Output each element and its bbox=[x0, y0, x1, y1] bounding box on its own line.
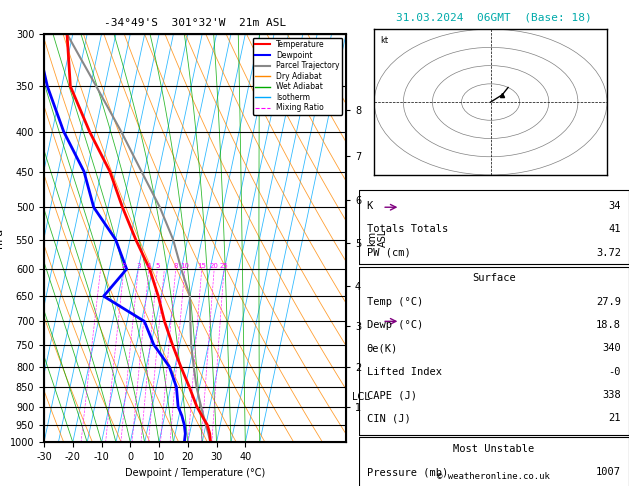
Parcel Trajectory bbox=[177, 266, 185, 272]
Text: 1007: 1007 bbox=[596, 468, 621, 477]
Dewpoint bbox=[140, 318, 148, 324]
Parcel Trajectory bbox=[169, 237, 177, 243]
Parcel Trajectory bbox=[187, 342, 195, 347]
Title: -34°49'S  301°32'W  21m ASL: -34°49'S 301°32'W 21m ASL bbox=[104, 17, 286, 28]
Temperature bbox=[86, 129, 93, 135]
Dewpoint bbox=[90, 204, 97, 210]
Text: 338: 338 bbox=[602, 390, 621, 400]
Dewpoint bbox=[182, 431, 189, 436]
Temperature bbox=[146, 266, 153, 272]
Temperature bbox=[177, 364, 184, 369]
Line: Parcel Trajectory: Parcel Trajectory bbox=[67, 34, 211, 442]
Text: 3: 3 bbox=[136, 263, 140, 269]
Text: Totals Totals: Totals Totals bbox=[367, 224, 448, 234]
Dewpoint bbox=[150, 342, 157, 347]
Line: Temperature: Temperature bbox=[67, 34, 211, 442]
Text: Lifted Index: Lifted Index bbox=[367, 367, 442, 377]
Text: kt: kt bbox=[380, 36, 388, 46]
Text: Most Unstable: Most Unstable bbox=[453, 444, 535, 454]
Text: Temp (°C): Temp (°C) bbox=[367, 297, 423, 307]
Text: Surface: Surface bbox=[472, 274, 516, 283]
Dewpoint bbox=[31, 31, 39, 37]
Text: © weatheronline.co.uk: © weatheronline.co.uk bbox=[437, 472, 550, 481]
Dewpoint bbox=[173, 384, 181, 390]
Text: 21: 21 bbox=[608, 414, 621, 423]
Text: CAPE (J): CAPE (J) bbox=[367, 390, 416, 400]
Parcel Trajectory bbox=[202, 422, 209, 428]
Text: 15: 15 bbox=[198, 263, 206, 269]
Y-axis label: hPa: hPa bbox=[0, 228, 4, 248]
Text: LCL: LCL bbox=[352, 392, 370, 402]
Dewpoint bbox=[181, 439, 188, 445]
Dewpoint bbox=[178, 413, 186, 419]
Temperature bbox=[67, 84, 74, 89]
Text: Dewp (°C): Dewp (°C) bbox=[367, 320, 423, 330]
Temperature bbox=[206, 431, 213, 436]
Temperature bbox=[64, 31, 71, 37]
Parcel Trajectory bbox=[190, 364, 198, 369]
Dewpoint bbox=[60, 129, 67, 135]
Text: 20: 20 bbox=[209, 263, 219, 269]
Parcel Trajectory bbox=[195, 394, 203, 400]
Temperature bbox=[198, 413, 206, 419]
Temperature bbox=[119, 204, 126, 210]
Parcel Trajectory bbox=[64, 31, 71, 37]
Dewpoint bbox=[100, 293, 108, 299]
Parcel Trajectory bbox=[187, 318, 194, 324]
Text: 41: 41 bbox=[608, 224, 621, 234]
Parcel Trajectory bbox=[156, 204, 164, 210]
Temperature bbox=[207, 439, 214, 445]
Parcel Trajectory bbox=[138, 169, 145, 174]
Temperature bbox=[106, 169, 114, 174]
Text: 3.72: 3.72 bbox=[596, 247, 621, 258]
Dewpoint bbox=[165, 364, 173, 369]
Text: 27.9: 27.9 bbox=[596, 297, 621, 307]
Dewpoint bbox=[112, 237, 120, 243]
Text: 25: 25 bbox=[220, 263, 228, 269]
Text: 5: 5 bbox=[155, 263, 160, 269]
Dewpoint bbox=[81, 169, 88, 174]
Parcel Trajectory bbox=[92, 84, 100, 89]
Text: 340: 340 bbox=[602, 344, 621, 353]
Parcel Trajectory bbox=[186, 293, 194, 299]
Parcel Trajectory bbox=[193, 384, 201, 390]
Line: Dewpoint: Dewpoint bbox=[35, 34, 186, 442]
Temperature bbox=[155, 293, 162, 299]
Legend: Temperature, Dewpoint, Parcel Trajectory, Dry Adiabat, Wet Adiabat, Isotherm, Mi: Temperature, Dewpoint, Parcel Trajectory… bbox=[253, 38, 342, 115]
Dewpoint bbox=[181, 422, 188, 428]
Text: 10: 10 bbox=[181, 263, 189, 269]
Dewpoint bbox=[123, 266, 130, 272]
Dewpoint bbox=[174, 403, 182, 409]
Text: 2: 2 bbox=[121, 263, 126, 269]
Temperature bbox=[193, 403, 201, 409]
Temperature bbox=[204, 422, 211, 428]
Parcel Trajectory bbox=[199, 413, 207, 419]
Temperature bbox=[186, 384, 193, 390]
Text: CIN (J): CIN (J) bbox=[367, 414, 410, 423]
Text: 4: 4 bbox=[147, 263, 151, 269]
Parcel Trajectory bbox=[198, 403, 205, 409]
Parcel Trajectory bbox=[207, 439, 214, 445]
Text: 8: 8 bbox=[174, 263, 178, 269]
Text: K: K bbox=[367, 201, 373, 211]
Temperature bbox=[160, 318, 168, 324]
Text: 31.03.2024  06GMT  (Base: 18): 31.03.2024 06GMT (Base: 18) bbox=[396, 12, 592, 22]
Text: -0: -0 bbox=[608, 367, 621, 377]
Y-axis label: km
ASL: km ASL bbox=[367, 229, 388, 247]
Parcel Trajectory bbox=[118, 129, 125, 135]
Text: Pressure (mb): Pressure (mb) bbox=[367, 468, 448, 477]
Temperature bbox=[169, 342, 176, 347]
Dewpoint bbox=[43, 84, 51, 89]
Parcel Trajectory bbox=[204, 431, 212, 436]
Text: θe(K): θe(K) bbox=[367, 344, 398, 353]
Temperature bbox=[132, 237, 140, 243]
Text: PW (cm): PW (cm) bbox=[367, 247, 410, 258]
Text: 34: 34 bbox=[608, 201, 621, 211]
Text: 18.8: 18.8 bbox=[596, 320, 621, 330]
X-axis label: Dewpoint / Temperature (°C): Dewpoint / Temperature (°C) bbox=[125, 468, 265, 478]
